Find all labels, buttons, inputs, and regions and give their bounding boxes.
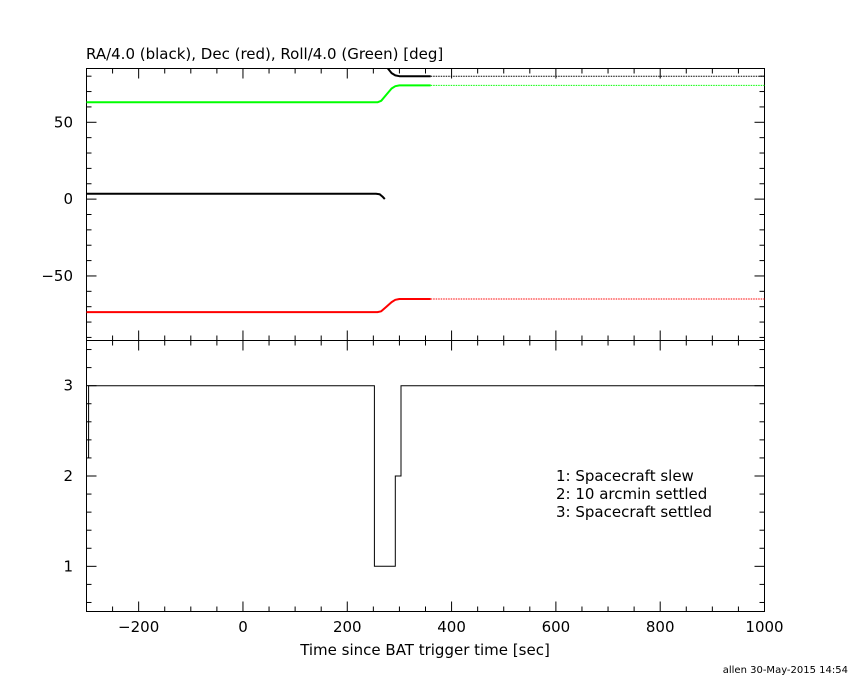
settling-status-series <box>88 385 765 567</box>
x-tick-labels: −200 0 200 400 600 800 1000 <box>118 618 784 636</box>
top-panel-ticks <box>86 68 765 341</box>
settling-status-step-line <box>88 385 765 567</box>
y-tick-label: 3 <box>63 377 73 395</box>
y-tick-label: −50 <box>41 267 73 285</box>
roll-series-line <box>86 84 431 104</box>
top-panel-y-tick-labels: −50 0 50 <box>41 113 73 285</box>
x-tick-label: 1000 <box>745 618 783 636</box>
dec-series-line <box>86 298 431 314</box>
y-tick-label: 2 <box>63 467 73 485</box>
x-tick-label: 200 <box>333 618 362 636</box>
x-tick-label: −200 <box>118 618 159 636</box>
y-tick-label: 0 <box>63 190 73 208</box>
x-tick-label: 400 <box>437 618 466 636</box>
legend-entry: 3: Spacecraft settled <box>556 503 712 521</box>
legend-entry: 2: 10 arcmin settled <box>556 485 707 503</box>
chart-title: RA/4.0 (black), Dec (red), Roll/4.0 (Gre… <box>86 45 443 63</box>
x-tick-label: 800 <box>646 618 675 636</box>
y-tick-label: 1 <box>63 557 73 575</box>
footer-credit: allen 30-May-2015 14:54 <box>723 665 848 676</box>
bottom-panel-ticks <box>86 340 765 612</box>
x-axis-label: Time since BAT trigger time [sec] <box>299 641 550 659</box>
ra-series-line <box>386 68 431 78</box>
bottom-panel-y-tick-labels: 1 2 3 <box>63 377 73 576</box>
x-tick-label: 600 <box>542 618 571 636</box>
attitude-series <box>86 68 765 314</box>
legend-entry: 1: Spacecraft slew <box>556 467 694 485</box>
x-tick-label: 0 <box>238 618 248 636</box>
y-tick-label: 50 <box>54 113 73 131</box>
ra-series-line <box>86 192 386 200</box>
